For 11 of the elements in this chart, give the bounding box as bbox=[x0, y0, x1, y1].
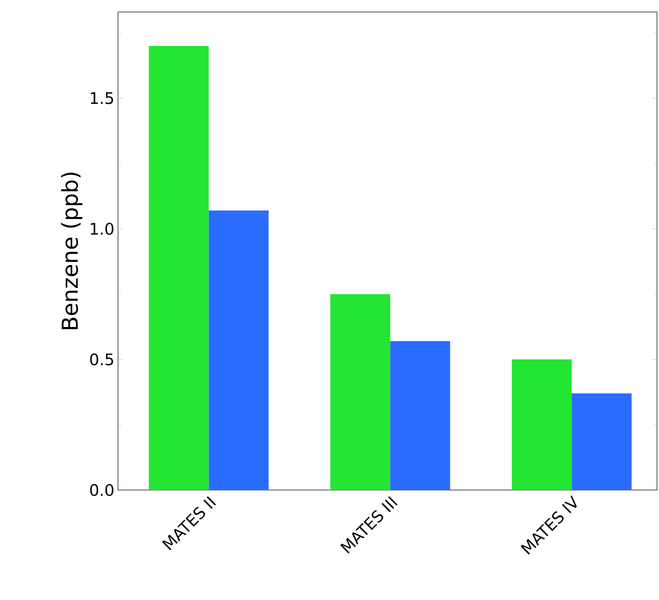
bar bbox=[390, 341, 450, 490]
bar bbox=[208, 210, 269, 490]
y-tick-label: 1.0 bbox=[90, 222, 114, 235]
bar bbox=[512, 359, 572, 490]
y-tick-label: 0.0 bbox=[90, 484, 114, 496]
bar bbox=[572, 393, 632, 490]
y-tick-label: 1.5 bbox=[90, 92, 114, 104]
bar bbox=[148, 46, 209, 490]
y-axis-title: Benzene (ppb) bbox=[61, 172, 82, 330]
y-tick-label: 0.5 bbox=[90, 353, 114, 366]
bar bbox=[330, 294, 390, 490]
